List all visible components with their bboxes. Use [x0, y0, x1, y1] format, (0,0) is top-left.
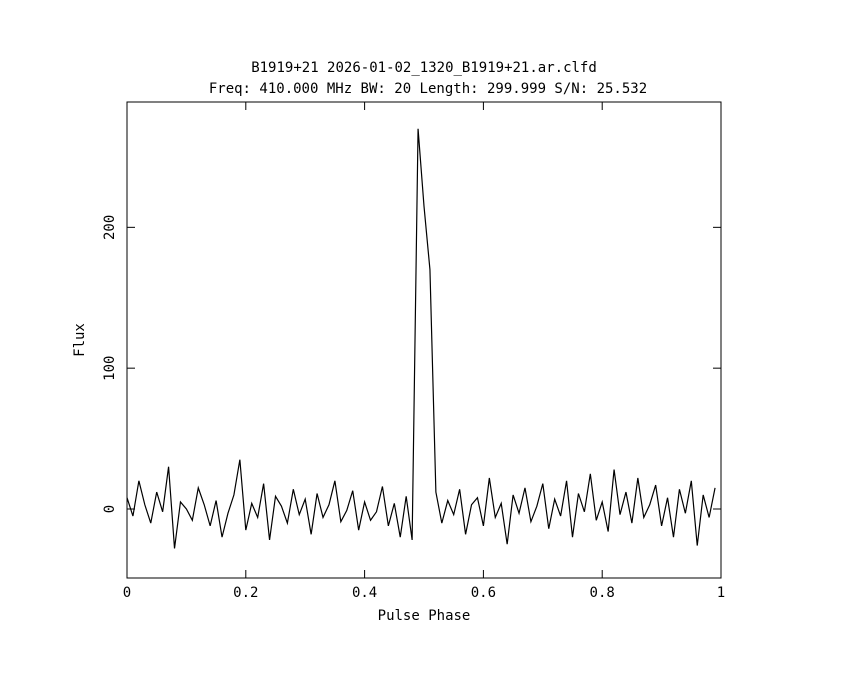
y-axis-label: Flux	[72, 323, 88, 357]
x-tick-label: 0	[123, 585, 131, 601]
plot-frame	[126, 101, 722, 579]
chart-subtitle: Freq: 410.000 MHz BW: 20 Length: 299.999…	[209, 81, 647, 97]
profile-line	[126, 128, 716, 549]
y-tick-label: 200	[102, 215, 118, 240]
x-tick-label: 0.6	[471, 585, 496, 601]
x-tick-label: 0.4	[352, 585, 377, 601]
y-tick-label: 0	[102, 505, 118, 513]
x-tick-label: 0.8	[590, 585, 615, 601]
y-tick-label: 100	[102, 356, 118, 381]
chart-title: B1919+21 2026-01-02_1320_B1919+21.ar.clf…	[251, 60, 597, 76]
x-axis-label: Pulse Phase	[378, 608, 471, 624]
x-tick-label: 0.2	[233, 585, 258, 601]
x-tick-label: 1	[717, 585, 725, 601]
